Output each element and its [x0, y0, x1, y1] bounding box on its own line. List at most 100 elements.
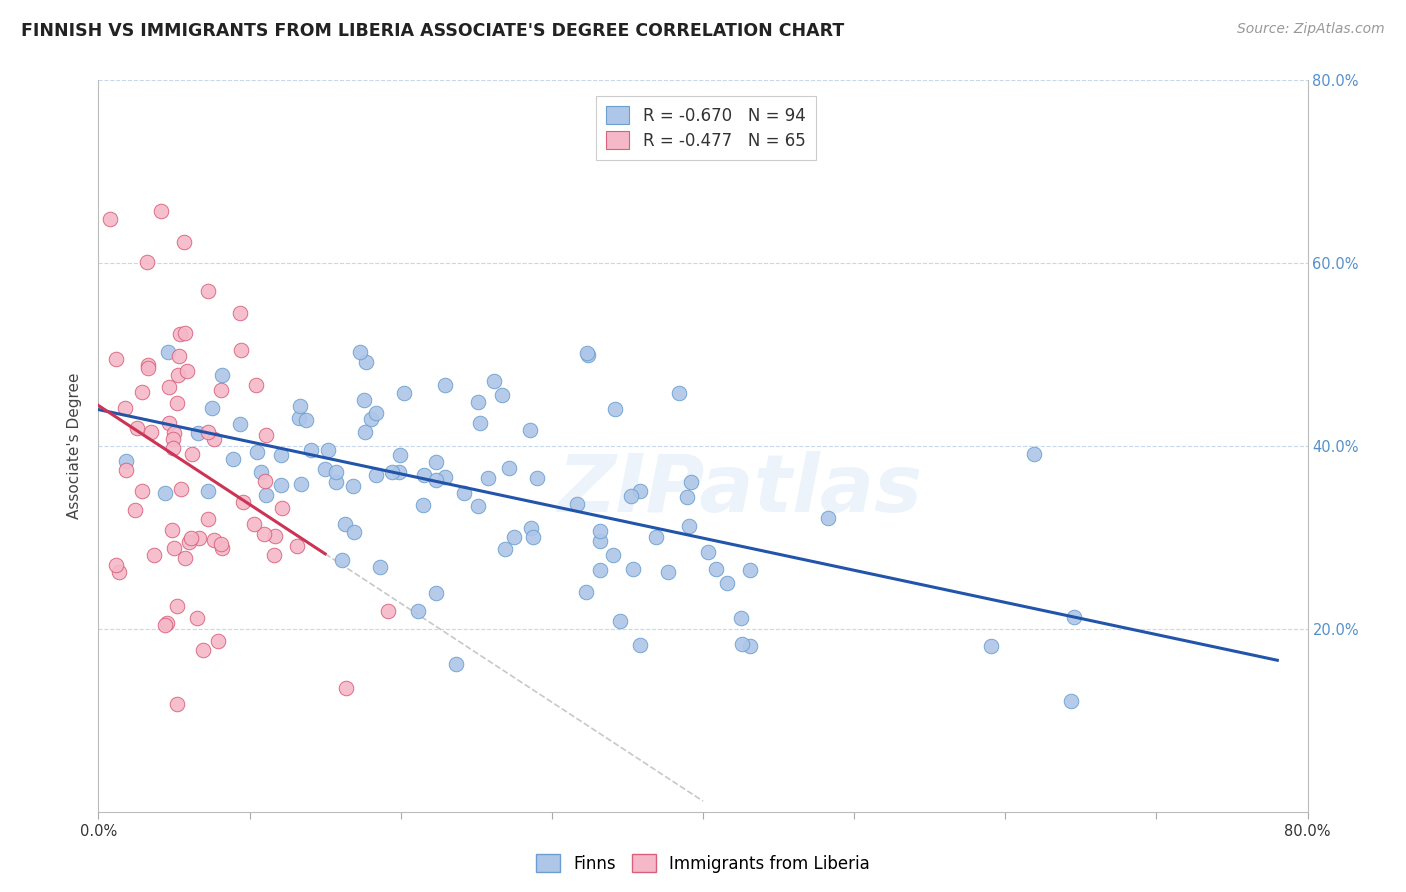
Point	[104, 352, 127, 367]
Point	[526, 471, 548, 485]
Point	[330, 553, 353, 567]
Point	[124, 502, 146, 516]
Point	[166, 697, 188, 711]
Point	[522, 531, 544, 545]
Point	[232, 494, 254, 508]
Point	[491, 387, 513, 401]
Point	[180, 447, 202, 461]
Point	[153, 617, 176, 632]
Point	[675, 491, 697, 505]
Point	[333, 516, 356, 531]
Point	[254, 487, 277, 501]
Point	[498, 461, 520, 475]
Point	[108, 565, 131, 579]
Point	[433, 378, 456, 392]
Text: Source: ZipAtlas.com: Source: ZipAtlas.com	[1237, 22, 1385, 37]
Point	[173, 235, 195, 249]
Point	[170, 482, 193, 496]
Point	[186, 611, 208, 625]
Text: FINNISH VS IMMIGRANTS FROM LIBERIA ASSOCIATE'S DEGREE CORRELATION CHART: FINNISH VS IMMIGRANTS FROM LIBERIA ASSOC…	[21, 22, 845, 40]
Point	[704, 562, 727, 576]
Point	[412, 498, 434, 512]
Point	[477, 471, 499, 485]
Point	[204, 533, 226, 547]
Point	[325, 475, 347, 489]
Point	[366, 467, 388, 482]
Point	[318, 442, 340, 457]
Point	[271, 501, 294, 516]
Point	[314, 461, 336, 475]
Point	[1063, 610, 1085, 624]
Point	[162, 442, 184, 456]
Point	[1024, 447, 1046, 461]
Point	[245, 378, 267, 392]
Point	[162, 523, 184, 537]
Point	[125, 421, 148, 435]
Point	[115, 462, 138, 476]
Point	[628, 483, 651, 498]
Point	[354, 355, 377, 369]
Point	[211, 541, 233, 555]
Point	[731, 637, 754, 651]
Point	[180, 532, 202, 546]
Point	[188, 531, 211, 545]
Point	[155, 615, 177, 630]
Point	[174, 326, 197, 340]
Point	[187, 425, 209, 440]
Point	[169, 326, 191, 341]
Point	[142, 548, 165, 562]
Point	[285, 539, 308, 553]
Point	[197, 425, 219, 439]
Point	[589, 534, 612, 549]
Legend: R = -0.670   N = 94, R = -0.477   N = 65: R = -0.670 N = 94, R = -0.477 N = 65	[596, 96, 815, 160]
Point	[162, 541, 184, 556]
Point	[406, 604, 429, 618]
Point	[242, 516, 264, 531]
Point	[588, 563, 610, 577]
Point	[433, 470, 456, 484]
Point	[425, 586, 447, 600]
Point	[657, 565, 679, 579]
Point	[104, 558, 127, 572]
Point	[231, 343, 253, 357]
Point	[425, 454, 447, 468]
Point	[738, 563, 761, 577]
Point	[605, 401, 627, 416]
Point	[174, 550, 197, 565]
Point	[567, 497, 589, 511]
Point	[254, 428, 277, 442]
Point	[360, 412, 382, 426]
Point	[668, 385, 690, 400]
Point	[679, 475, 702, 490]
Point	[114, 401, 136, 415]
Point	[153, 486, 176, 500]
Point	[197, 284, 219, 298]
Point	[575, 345, 598, 359]
Point	[620, 489, 643, 503]
Point	[380, 465, 402, 479]
Point	[589, 524, 612, 538]
Point	[290, 477, 312, 491]
Point	[253, 527, 276, 541]
Point	[264, 529, 287, 543]
Point	[392, 386, 415, 401]
Point	[740, 639, 762, 653]
Point	[288, 410, 311, 425]
Point	[166, 368, 188, 382]
Point	[207, 634, 229, 648]
Point	[730, 610, 752, 624]
Point	[197, 512, 219, 526]
Point	[138, 358, 160, 372]
Point	[246, 445, 269, 459]
Point	[290, 399, 312, 413]
Point	[229, 417, 252, 431]
Point	[468, 416, 491, 430]
Point	[335, 681, 357, 695]
Point	[229, 306, 252, 320]
Point	[209, 383, 232, 397]
Point	[167, 349, 190, 363]
Point	[696, 545, 718, 559]
Point	[163, 426, 186, 441]
Point	[413, 468, 436, 483]
Point	[678, 518, 700, 533]
